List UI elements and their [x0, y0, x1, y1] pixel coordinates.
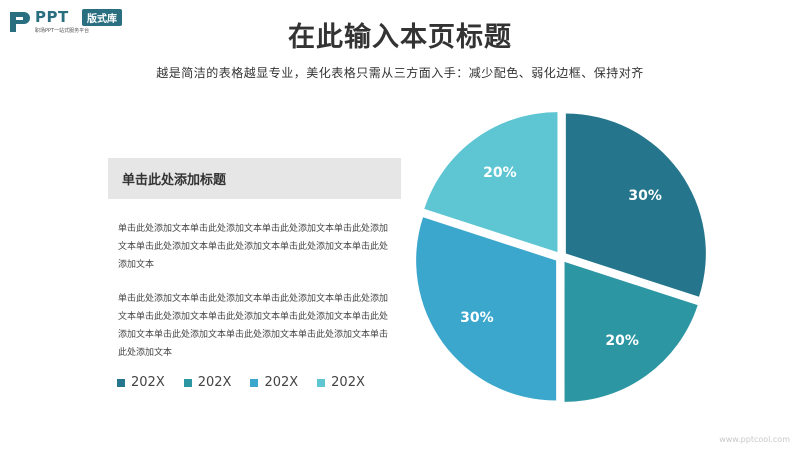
- pie-slice: [565, 113, 706, 297]
- pie-slice: [564, 261, 698, 402]
- page-subtitle: 越是简洁的表格越显专业，美化表格只需从三方面入手：减少配色、弱化边框、保持对齐: [156, 66, 644, 80]
- pie-slice-label: 30%: [460, 310, 494, 326]
- watermark: www.pptcool.com: [719, 435, 790, 444]
- ppt-logo-icon: [10, 12, 30, 32]
- pie-slice-label: 20%: [605, 333, 639, 349]
- pie-slice: [424, 112, 558, 253]
- logo-badge: 版式库: [82, 9, 122, 26]
- section-heading-box: 单击此处添加标题: [108, 158, 401, 199]
- body-text-2: 单击此处添加文本单击此处添加文本单击此处添加文本单击此处添加文本单击此处添加文本…: [118, 294, 389, 358]
- legend-swatch: [117, 378, 125, 387]
- page-title: 在此输入本页标题: [288, 22, 512, 53]
- section-heading: 单击此处添加标题: [122, 173, 227, 188]
- legend-item: 202X: [117, 375, 165, 390]
- logo-tagline: 职场PPT一站式服务平台: [35, 28, 90, 34]
- legend-label: 202X: [331, 375, 365, 390]
- legend-label: 202X: [131, 375, 165, 390]
- legend-item: 202X: [317, 375, 365, 390]
- pie-slice: [416, 217, 557, 401]
- legend-label: 202X: [264, 375, 299, 390]
- legend-label: 202X: [197, 375, 232, 390]
- logo-brand: PPT: [35, 8, 69, 26]
- pie-slice-label: 20%: [483, 165, 517, 181]
- logo: PPT 版式库 职场PPT一站式服务平台: [8, 8, 158, 38]
- legend-item: 202X: [183, 375, 232, 390]
- legend-swatch: [317, 378, 326, 387]
- chart-legend: 202X 202X 202X 202X: [117, 375, 384, 390]
- legend-swatch: [183, 378, 192, 387]
- pie-slice-label: 30%: [628, 188, 662, 204]
- body-text-1: 单击此处添加文本单击此处添加文本单击此处添加文本单击此处添加文本单击此处添加文本…: [118, 224, 389, 270]
- legend-swatch: [250, 378, 259, 387]
- legend-item: 202X: [250, 375, 298, 390]
